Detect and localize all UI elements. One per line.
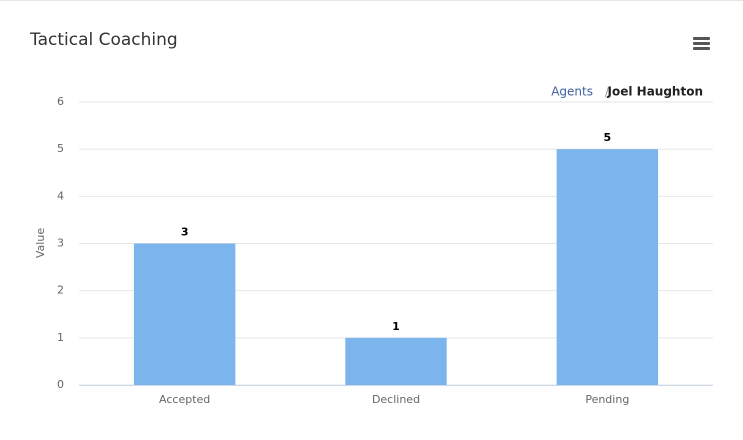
y-tick-label: 3 <box>57 237 64 250</box>
breadcrumb-link[interactable]: Agents <box>551 85 593 99</box>
breadcrumb-current: Joel Haughton <box>607 85 703 99</box>
y-tick-label: 1 <box>57 331 64 344</box>
x-tick-label: Declined <box>372 393 420 406</box>
x-tick-label: Pending <box>585 393 629 406</box>
menu-bar <box>693 47 710 50</box>
menu-bar <box>693 42 710 45</box>
data-label: 1 <box>392 320 400 333</box>
y-tick-label: 0 <box>57 378 64 391</box>
y-tick-label: 4 <box>57 189 64 202</box>
breadcrumb-separator: / <box>605 85 610 99</box>
data-label: 3 <box>181 226 189 239</box>
bar <box>133 243 236 385</box>
chart-title: Tactical Coaching <box>29 30 178 50</box>
y-tick-label: 5 <box>57 142 64 155</box>
bar <box>556 149 659 385</box>
x-tick-label: Accepted <box>159 393 210 406</box>
y-tick-label: 2 <box>57 284 64 297</box>
y-axis-title: Value <box>34 228 47 258</box>
data-label: 5 <box>604 131 612 144</box>
y-tick-label: 6 <box>57 95 64 108</box>
menu-bar <box>693 37 710 40</box>
bar <box>345 337 447 385</box>
menu-button[interactable] <box>693 37 710 50</box>
